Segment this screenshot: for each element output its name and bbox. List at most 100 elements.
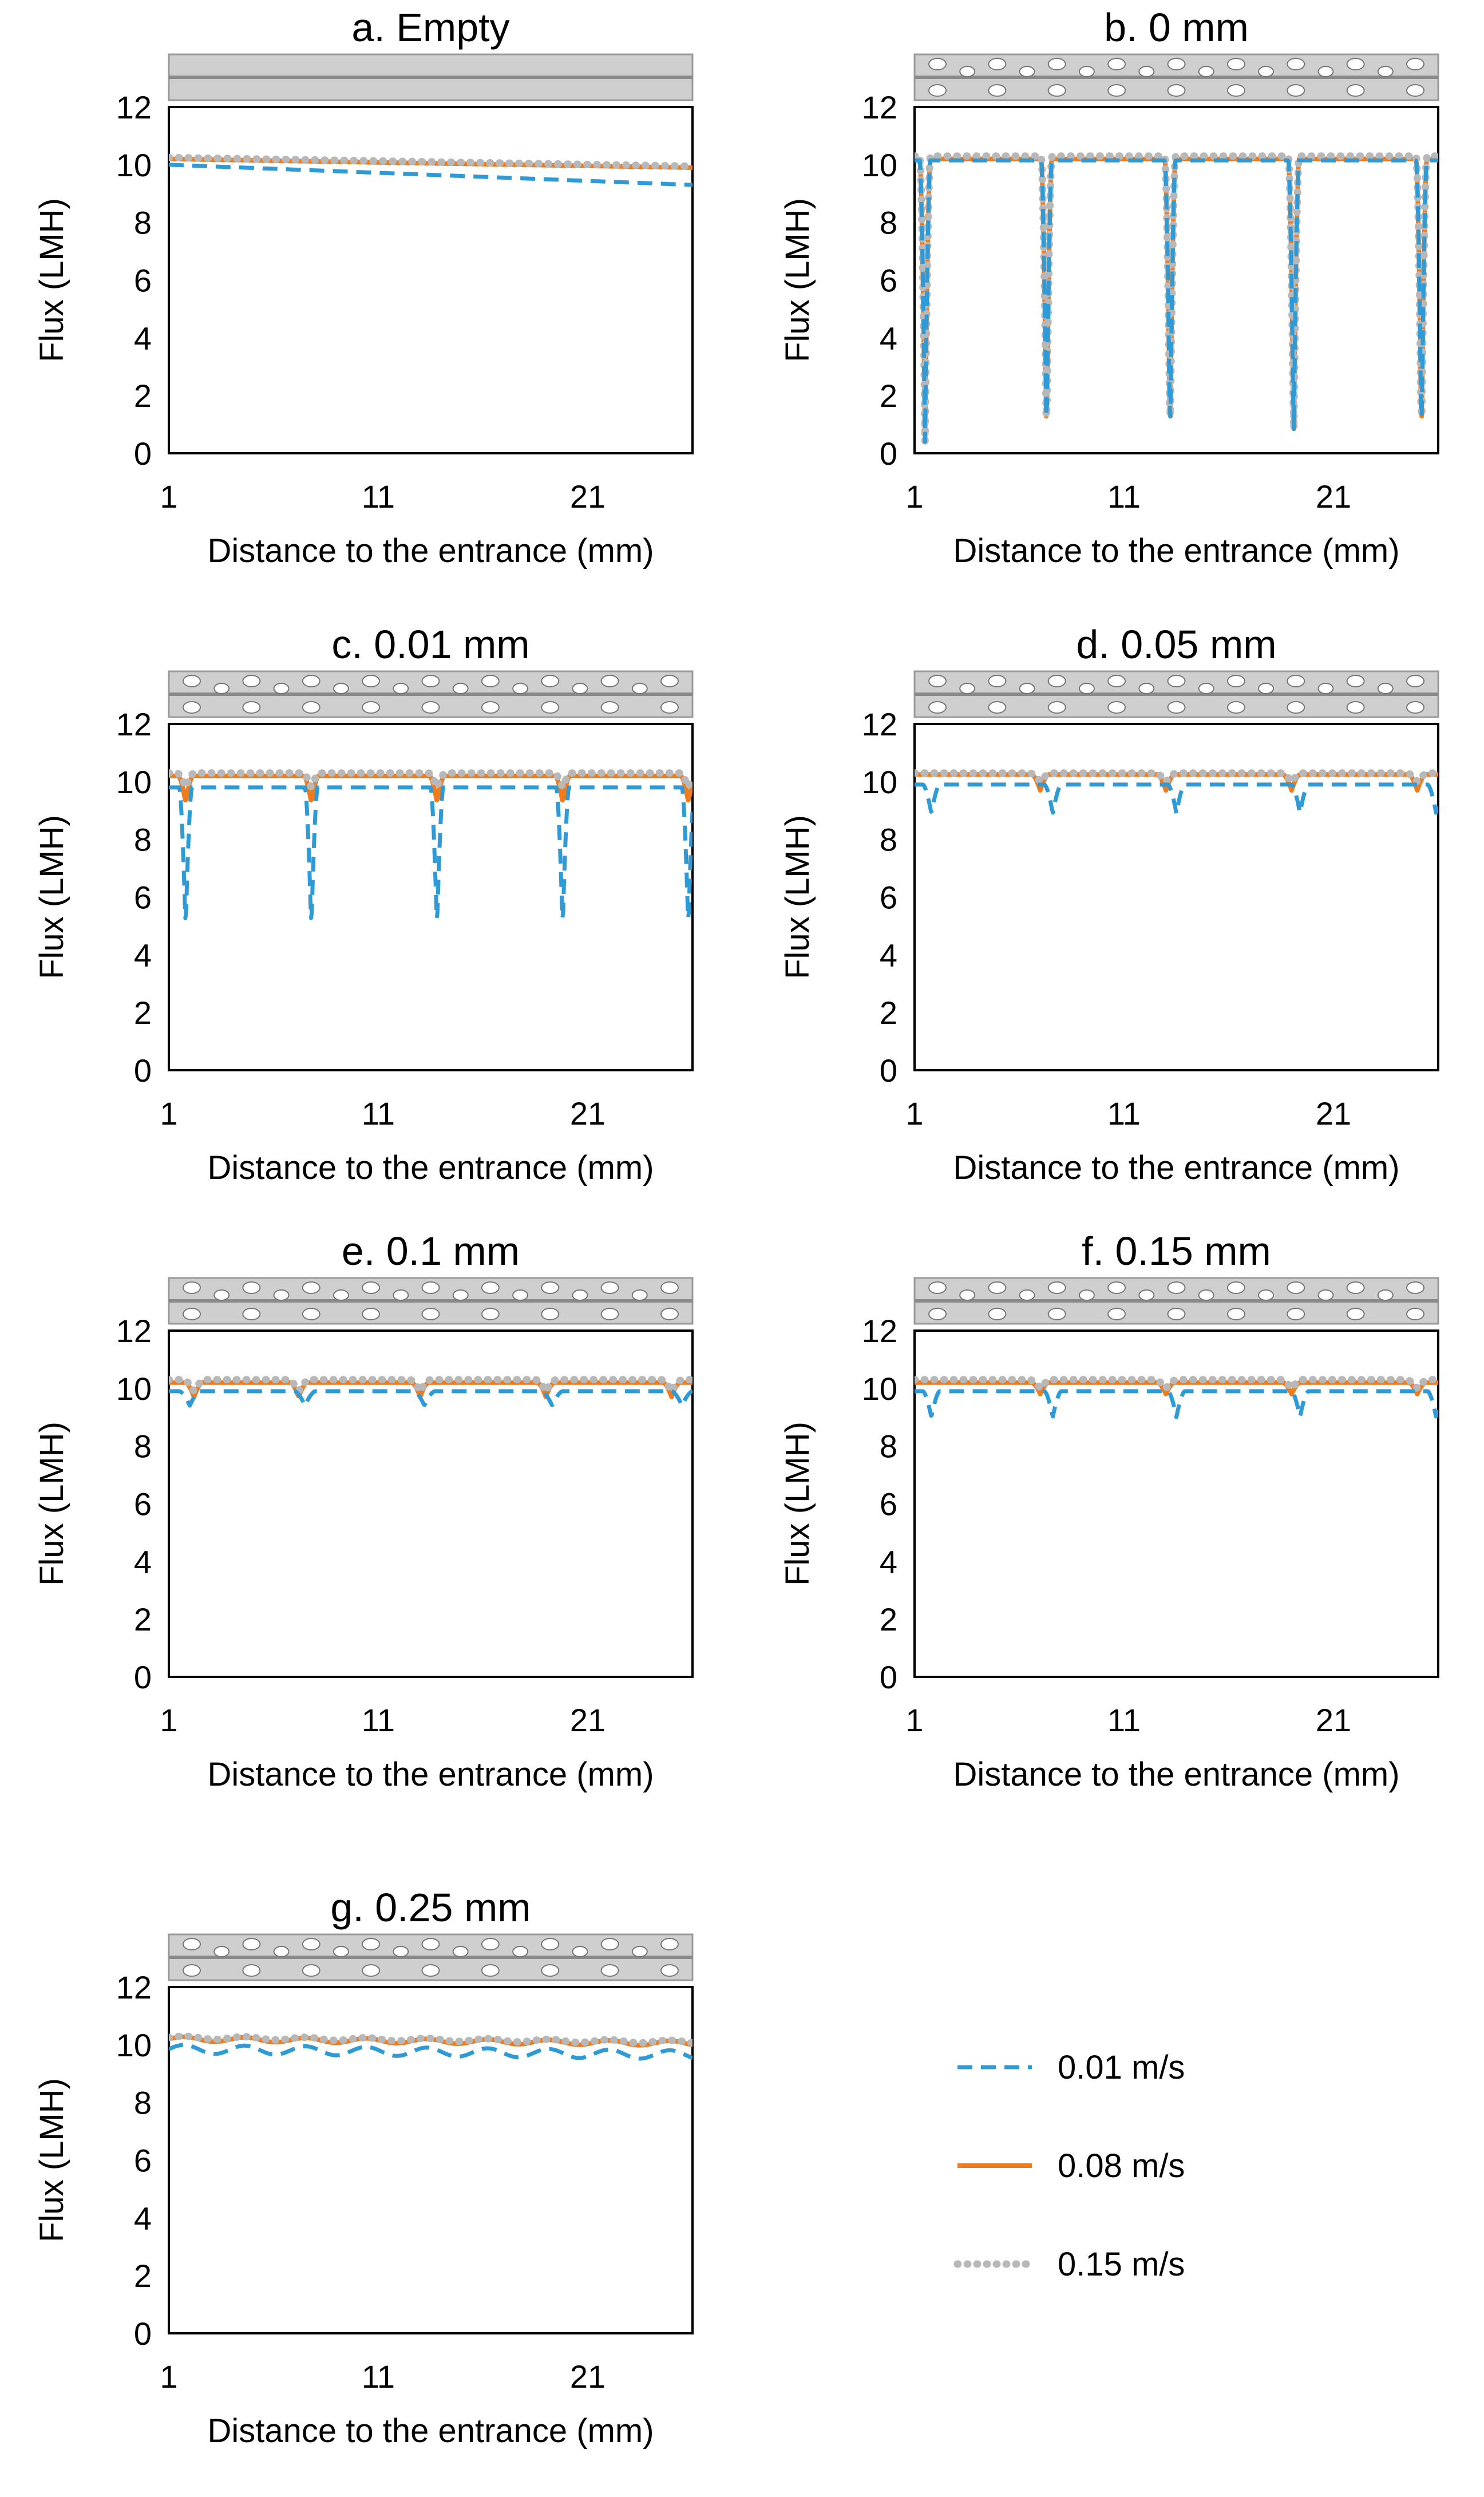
spacer-filament (213, 1946, 230, 1957)
spacer-filament (660, 1281, 679, 1294)
series-line-0-01-m-s (915, 158, 1438, 444)
spacer-filament (213, 683, 230, 694)
x-tick-label: 1 (905, 1702, 923, 1738)
spacer-filament (421, 1308, 440, 1320)
y-tick-label: 0 (880, 1659, 897, 1695)
spacer-filament (1019, 1289, 1035, 1301)
spacer-filament (183, 1964, 201, 1977)
spacer-filament (481, 1308, 500, 1320)
spacer-filament (1198, 66, 1214, 77)
spacer-filament (541, 675, 560, 687)
spacer-filament (1226, 675, 1245, 687)
spacer-filament (1047, 1308, 1066, 1320)
spacer-filament (572, 1946, 588, 1957)
spacer-filament (1107, 1281, 1126, 1294)
x-tick-label: 1 (160, 1095, 177, 1131)
chart-title: b. 0 mm (1104, 5, 1249, 50)
spacer-filament (1198, 683, 1214, 694)
y-tick-label: 10 (862, 147, 897, 183)
y-tick-label: 4 (880, 937, 897, 973)
spacer-filament (1047, 701, 1066, 714)
spacer-filament (1226, 84, 1245, 97)
spacer-filament (1406, 58, 1424, 70)
spacer-filament (928, 58, 947, 70)
series-line-0-15-m-s (169, 1376, 692, 1395)
spacer-filament (1167, 701, 1186, 714)
spacer-filament (242, 701, 261, 714)
chart-title: f. 0.15 mm (1082, 1229, 1271, 1273)
series-line-0-01-m-s (915, 1389, 1438, 1419)
spacer-filament (1047, 675, 1066, 687)
x-tick-label: 21 (570, 1095, 606, 1131)
legend-label: 0.08 m/s (1058, 2147, 1185, 2185)
spacer-filament (1226, 58, 1245, 70)
spacer-filament (1258, 66, 1275, 77)
y-tick-label: 6 (134, 263, 152, 299)
x-tick-label: 11 (1107, 1702, 1141, 1738)
spacer-filament (1287, 1281, 1305, 1294)
spacer-filament (183, 675, 201, 687)
spacer-schematic (913, 53, 1439, 101)
spacer-filament (1317, 66, 1334, 77)
spacer-filament (1406, 701, 1424, 714)
spacer-filament (1107, 58, 1126, 70)
spacer-filament (421, 675, 440, 687)
series-line-0-15-m-s (169, 153, 692, 170)
spacer-filament (572, 683, 588, 694)
spacer-filament (660, 1938, 679, 1950)
spacer-filament (421, 1281, 440, 1294)
y-tick-label: 10 (116, 764, 152, 800)
spacer-schematic (168, 670, 694, 718)
spacer-filament (1167, 675, 1186, 687)
x-tick-label: 11 (362, 2359, 395, 2395)
spacer-filament (1287, 675, 1305, 687)
plot-frame (913, 1329, 1439, 1678)
spacer-filament (481, 701, 500, 714)
y-tick-label: 2 (134, 2258, 152, 2294)
spacer-filament (393, 683, 409, 694)
y-tick-label: 8 (880, 822, 897, 858)
spacer-filament (1167, 84, 1186, 97)
y-tick-label: 8 (134, 2085, 152, 2121)
y-axis-label: Flux (LMH) (33, 198, 70, 362)
plot-frame (913, 723, 1439, 1071)
spacer-filament (242, 1281, 261, 1294)
spacer-filament (928, 701, 947, 714)
y-tick-label: 8 (134, 822, 152, 858)
y-tick-label: 12 (116, 706, 152, 742)
chart-title: c. 0.01 mm (331, 622, 529, 667)
spacer-filament (1047, 58, 1066, 70)
spacer-filament (928, 1308, 947, 1320)
spacer-filament (1226, 1308, 1245, 1320)
spacer-filament (1346, 58, 1365, 70)
x-tick-label: 1 (160, 2359, 177, 2395)
spacer-filament (302, 1964, 320, 1977)
spacer-filament (988, 701, 1007, 714)
spacer-filament (541, 1308, 560, 1320)
spacer-filament (1287, 84, 1305, 97)
x-tick-label: 11 (362, 1702, 395, 1738)
spacer-filament (600, 1964, 619, 1977)
y-tick-label: 4 (880, 320, 897, 356)
y-tick-label: 6 (134, 2143, 152, 2179)
spacer-schematic (913, 670, 1439, 718)
spacer-filament (541, 1964, 560, 1977)
spacer-filament (1406, 84, 1424, 97)
spacer-filament (1287, 1308, 1305, 1320)
y-tick-label: 12 (116, 89, 152, 125)
spacer-filament (481, 1281, 500, 1294)
spacer-filament (1078, 1289, 1095, 1301)
spacer-filament (1258, 683, 1275, 694)
spacer-filament (541, 1938, 560, 1950)
y-tick-label: 2 (880, 995, 897, 1031)
spacer-filament (1047, 1281, 1066, 1294)
spacer-filament (1167, 1308, 1186, 1320)
spacer-filament (333, 683, 349, 694)
spacer-schematic (168, 1933, 694, 1981)
spacer-filament (273, 683, 290, 694)
series-line-0-15-m-s (915, 152, 1438, 446)
series-line-0-08-m-s (169, 773, 692, 803)
spacer-filament (928, 675, 947, 687)
